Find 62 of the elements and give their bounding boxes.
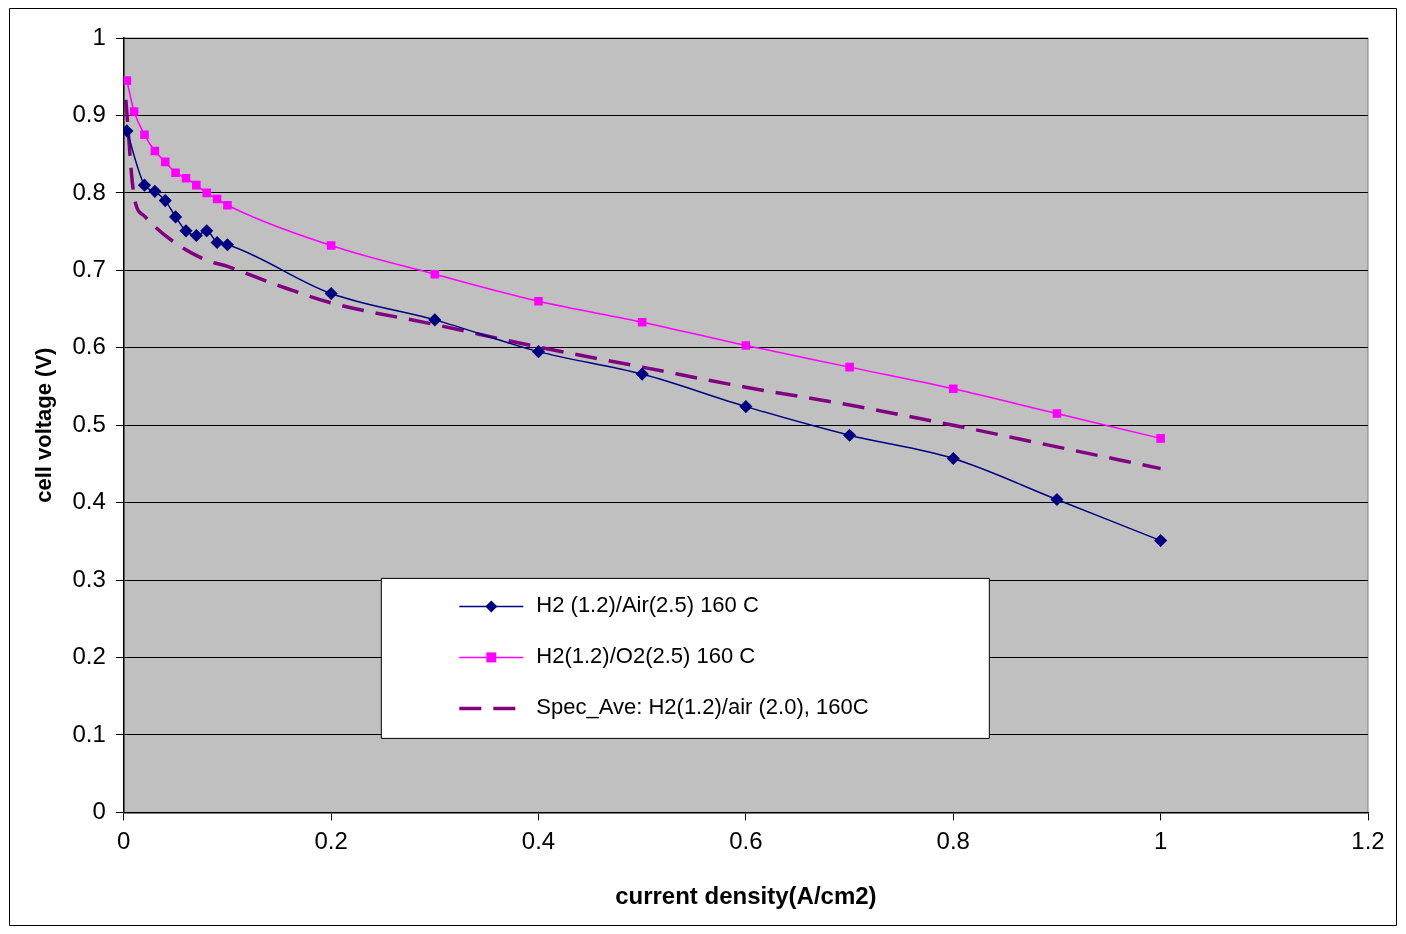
point bbox=[190, 229, 203, 242]
y-tick-label: 0.9 bbox=[72, 100, 106, 128]
y-tick-label: 0.4 bbox=[72, 487, 106, 515]
point bbox=[123, 76, 132, 85]
y-tick-label: 1 bbox=[92, 22, 106, 50]
point bbox=[223, 200, 232, 210]
point bbox=[1156, 434, 1165, 443]
y-tick-label: 0.1 bbox=[72, 719, 106, 747]
point bbox=[845, 362, 854, 372]
point bbox=[192, 180, 201, 190]
point bbox=[138, 178, 151, 192]
x-axis-title: current density(A/cm2) bbox=[615, 882, 877, 910]
point bbox=[637, 317, 647, 327]
point bbox=[158, 194, 172, 207]
point bbox=[1154, 534, 1167, 547]
x-tick-label: 1.2 bbox=[1351, 827, 1385, 855]
y-tick-label: 0.5 bbox=[72, 409, 106, 437]
x-tick-label: 0.6 bbox=[729, 827, 763, 855]
point bbox=[202, 188, 211, 198]
point bbox=[148, 185, 162, 198]
y-tick-label: 0 bbox=[92, 797, 106, 825]
y-tick-label: 0.7 bbox=[72, 254, 106, 282]
point bbox=[1052, 409, 1062, 418]
point bbox=[169, 210, 182, 224]
point bbox=[1050, 493, 1064, 506]
point bbox=[221, 238, 234, 252]
point bbox=[181, 173, 191, 183]
legend-label: H2(1.2)/O2(2.5) 160 C bbox=[536, 643, 756, 669]
point bbox=[843, 429, 856, 442]
y-tick-label: 0.8 bbox=[72, 177, 106, 205]
point bbox=[324, 287, 338, 300]
point bbox=[739, 400, 753, 413]
point bbox=[948, 384, 958, 394]
x-tick-label: 1 bbox=[1153, 827, 1168, 855]
point bbox=[150, 146, 160, 156]
point bbox=[428, 313, 442, 327]
point bbox=[179, 224, 193, 238]
x-tick-label: 0.4 bbox=[521, 827, 556, 855]
y-tick-label: 0.2 bbox=[72, 642, 106, 670]
point bbox=[129, 107, 139, 116]
point bbox=[210, 236, 224, 249]
point bbox=[160, 157, 170, 167]
point bbox=[140, 130, 149, 140]
point bbox=[635, 367, 649, 381]
point bbox=[532, 345, 545, 358]
point bbox=[947, 452, 960, 465]
legend-label: H2 (1.2)/Air(2.5) 160 C bbox=[536, 592, 759, 618]
y-tick-label: 0.3 bbox=[72, 564, 106, 592]
y-tick-label: 0.6 bbox=[72, 332, 106, 360]
x-tick-label: 0.2 bbox=[314, 827, 348, 855]
point bbox=[171, 168, 180, 178]
y-axis-title: cell voltage (V) bbox=[31, 347, 57, 503]
point bbox=[212, 194, 222, 204]
legend-label: Spec_Ave: H2(1.2)/air (2.0), 160C bbox=[536, 694, 869, 720]
x-tick-label: 0 bbox=[117, 827, 131, 855]
point bbox=[741, 341, 751, 350]
point bbox=[123, 124, 134, 138]
point bbox=[326, 241, 336, 250]
point bbox=[430, 269, 440, 279]
point bbox=[534, 297, 543, 306]
x-tick-label: 0.8 bbox=[936, 827, 970, 855]
point bbox=[200, 224, 213, 238]
